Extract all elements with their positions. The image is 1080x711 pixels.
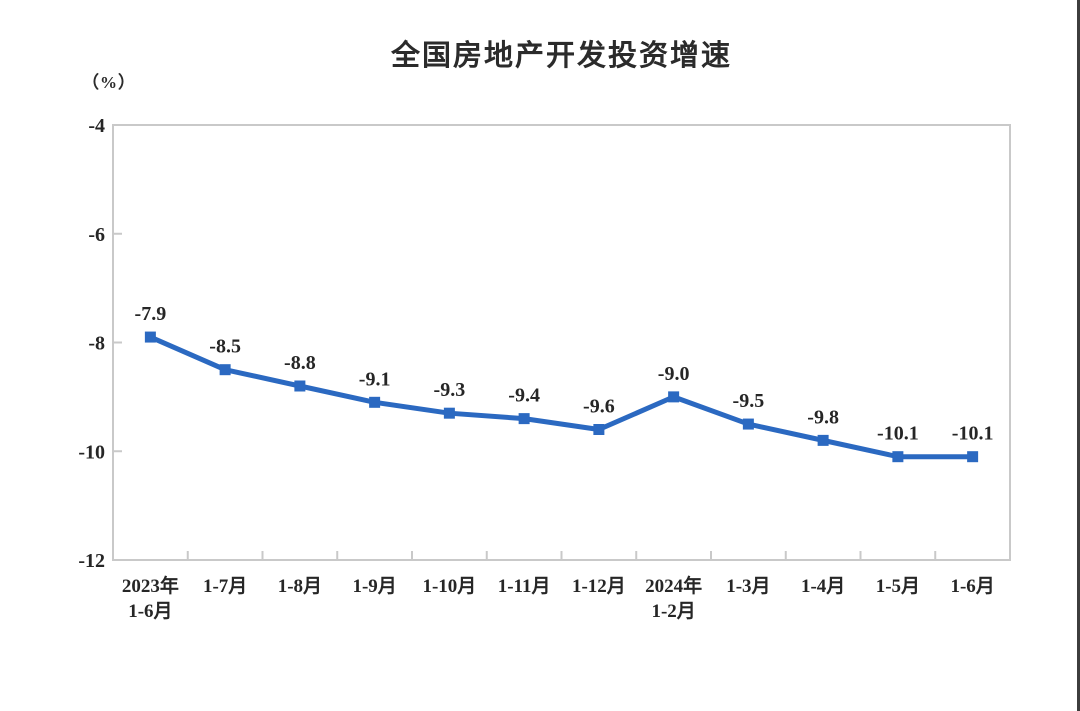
x-axis-label: 1-5月 xyxy=(876,576,920,597)
chart-title: 全国房地产开发投资增速 xyxy=(390,40,732,72)
data-point-label: -9.8 xyxy=(807,406,839,428)
data-point-label: -10.1 xyxy=(877,423,919,445)
data-point xyxy=(892,451,904,463)
data-point-label: -9.3 xyxy=(434,379,466,401)
x-axis-label: 1-3月 xyxy=(726,576,770,597)
x-axis-label: 1-8月 xyxy=(278,576,322,597)
data-point-label: -9.6 xyxy=(583,396,615,418)
x-axis-label: 1-12月 xyxy=(572,576,626,597)
data-point-label: -8.5 xyxy=(209,336,241,358)
x-axis-label: 1-10月 xyxy=(422,576,476,597)
data-point-label: -9.1 xyxy=(359,368,391,390)
data-point-label: -7.9 xyxy=(135,303,167,325)
y-axis-tick-label: -4 xyxy=(88,115,105,137)
y-axis-tick-label: -6 xyxy=(88,224,105,246)
x-axis-label: 2023年 1-6月 xyxy=(122,574,179,622)
data-point-label: -8.8 xyxy=(284,352,316,374)
data-point-label: -9.4 xyxy=(508,385,540,407)
data-point xyxy=(593,424,605,435)
plot-border xyxy=(112,124,1011,561)
data-point xyxy=(668,391,680,403)
data-point xyxy=(518,413,530,425)
window-edge-line xyxy=(1077,0,1080,711)
x-axis-label: 1-4月 xyxy=(801,576,845,597)
x-axis-label: 1-11月 xyxy=(498,576,551,597)
data-point xyxy=(443,407,455,419)
x-axis-label: 1-6月 xyxy=(950,576,994,597)
data-point xyxy=(817,434,829,446)
data-point xyxy=(369,396,381,408)
data-point xyxy=(294,380,306,392)
data-point xyxy=(144,331,156,343)
data-line xyxy=(147,334,976,460)
y-axis-tick-label: -10 xyxy=(78,441,105,463)
y-axis-tick-label: -12 xyxy=(78,550,105,572)
y-axis-unit-label: （%） xyxy=(82,73,136,92)
data-point xyxy=(967,451,979,463)
data-point xyxy=(219,364,231,376)
x-axis-label: 2024年 1-2月 xyxy=(645,574,702,622)
data-point-label: -10.1 xyxy=(952,423,994,445)
x-axis-label: 1-9月 xyxy=(352,576,396,597)
data-point xyxy=(742,418,754,430)
y-axis-tick-label: -8 xyxy=(88,333,105,355)
x-axis-label: 1-7月 xyxy=(203,576,247,597)
data-point-label: -9.0 xyxy=(658,363,690,385)
data-point-label: -9.5 xyxy=(733,390,765,412)
